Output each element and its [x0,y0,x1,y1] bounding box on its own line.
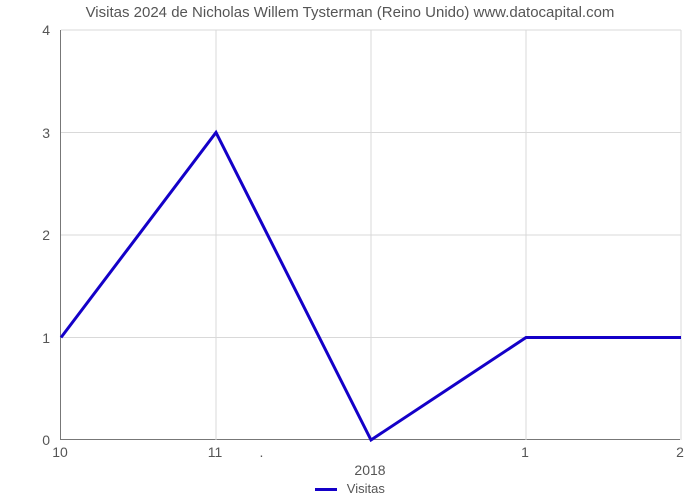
xtick-minor-label: . [260,444,264,460]
ytick-label: 1 [0,330,50,346]
ytick-label: 0 [0,432,50,448]
chart-title: Visitas 2024 de Nicholas Willem Tysterma… [0,4,700,21]
legend-label: Visitas [347,481,385,496]
plot-svg [61,30,680,439]
xtick-label: 2 [676,444,684,460]
grid-lines [61,30,681,440]
ytick-label: 4 [0,22,50,38]
legend-swatch [315,488,337,491]
legend: Visitas [0,481,700,496]
xtick-label: 10 [52,444,68,460]
xtick-label: 2018 [354,462,385,478]
xtick-label: 11 [208,444,223,460]
chart-root: Visitas 2024 de Nicholas Willem Tysterma… [0,0,700,500]
ytick-label: 2 [0,227,50,243]
ytick-label: 3 [0,125,50,141]
plot-area [60,30,680,440]
xtick-label: 1 [521,444,529,460]
